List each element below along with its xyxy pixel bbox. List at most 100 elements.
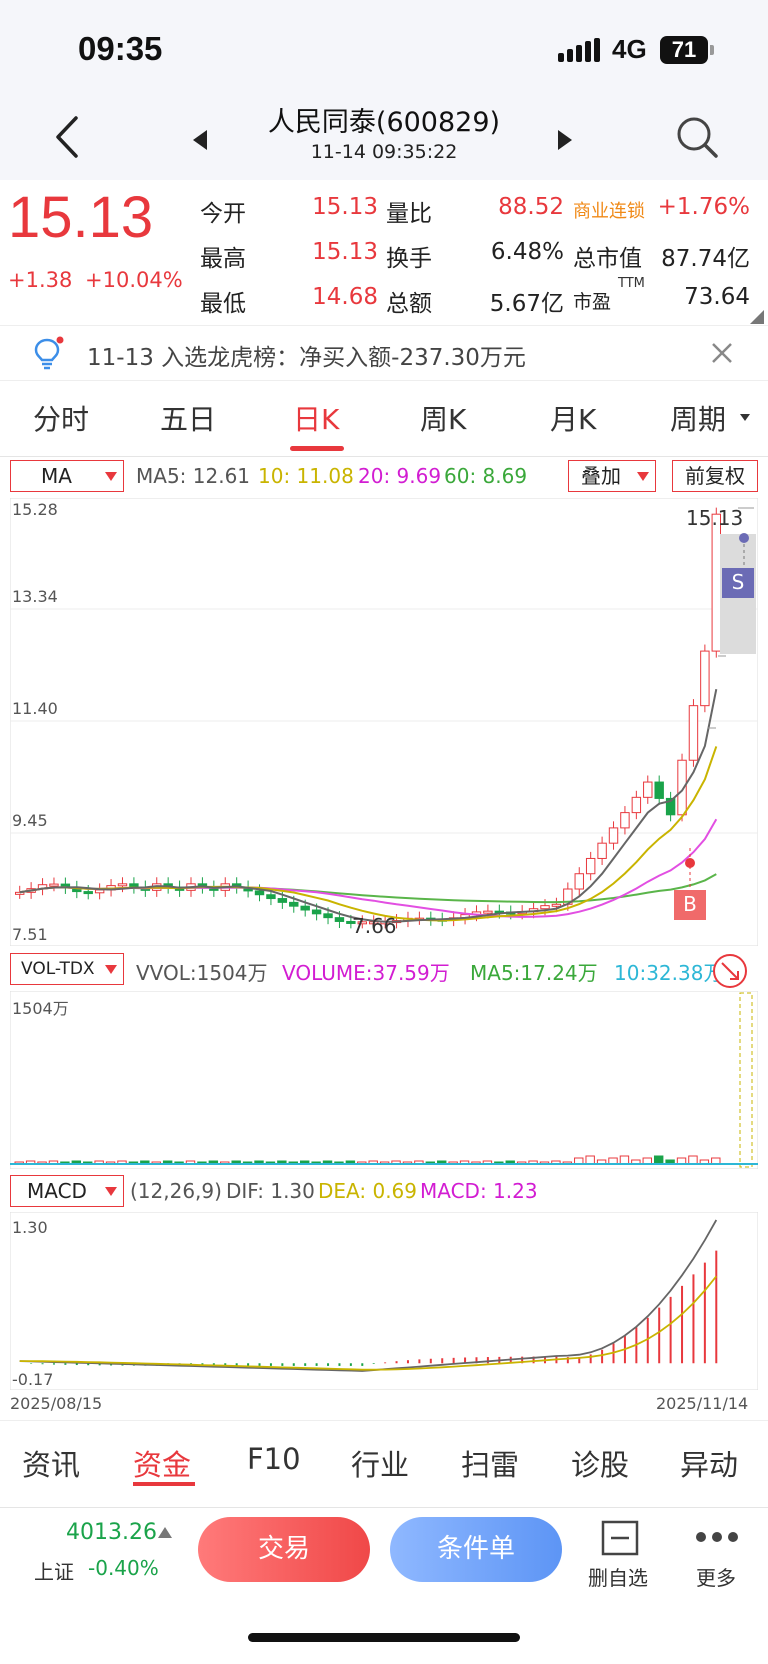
candle <box>254 890 265 896</box>
trade-button[interactable]: 交易 <box>198 1517 370 1582</box>
vvol-label: VVOL:1504万 <box>136 961 268 985</box>
tab-period[interactable]: 周期 <box>670 403 727 436</box>
ma5-label: MA5: 12.61 <box>136 464 251 488</box>
back-arrow-icon[interactable] <box>52 112 82 162</box>
active-tab-underline <box>133 1482 195 1486</box>
tab-monthly-k[interactable]: 月K <box>550 403 597 436</box>
macd-select-label: MACD <box>27 1179 87 1203</box>
market-cap-label: 总市值 <box>573 246 642 272</box>
tab-anomaly[interactable]: 异动 <box>680 1448 739 1482</box>
candle <box>300 905 310 911</box>
candle <box>665 797 676 816</box>
volume-ratio-value: 88.52 <box>498 194 564 220</box>
chevron-down-icon <box>105 472 117 481</box>
more-icon[interactable] <box>694 1530 740 1544</box>
stock-title: 人民同泰(600829) <box>267 107 501 138</box>
candle <box>700 650 710 707</box>
tab-intraday[interactable]: 分时 <box>33 403 90 436</box>
expand-corner-icon[interactable] <box>750 310 764 324</box>
tab-risk-scan[interactable]: 扫雷 <box>461 1448 520 1482</box>
ma10-label: 10: 11.08 <box>258 464 354 488</box>
candle <box>540 905 550 910</box>
search-icon[interactable] <box>674 114 720 160</box>
adjust-button[interactable]: 前复权 <box>672 460 758 492</box>
tab-industry[interactable]: 行业 <box>351 1448 410 1482</box>
kline-chart[interactable] <box>10 498 758 946</box>
candle <box>323 913 333 919</box>
price-change-amount: +1.38 <box>8 268 73 292</box>
index-value[interactable]: 4013.26 <box>66 1520 157 1545</box>
candle <box>334 917 345 922</box>
caret-up-icon <box>158 1527 172 1538</box>
candle <box>643 781 653 798</box>
amount-label: 总额 <box>386 291 432 317</box>
volume-chart[interactable] <box>10 991 758 1169</box>
network-type: 4G <box>612 34 647 64</box>
tab-daily-k[interactable]: 日K <box>293 403 340 436</box>
volume-bar <box>653 1155 664 1165</box>
sell-marker[interactable] <box>722 568 754 598</box>
tab-five-day[interactable]: 五日 <box>160 403 217 436</box>
volume-bar <box>585 1155 595 1165</box>
date-start: 2025/08/15 <box>10 1394 103 1413</box>
low-value: 14.68 <box>312 284 378 310</box>
candle <box>357 921 368 925</box>
remove-watchlist-icon[interactable] <box>601 1520 639 1556</box>
candle <box>49 883 59 887</box>
macd-select[interactable]: MACD <box>10 1175 124 1207</box>
remove-watchlist-label[interactable]: 删自选 <box>588 1566 648 1590</box>
buy-marker-label: B <box>683 892 697 916</box>
market-cap-value: 87.74亿 <box>661 246 750 272</box>
active-tab-underline <box>290 446 344 451</box>
candle <box>346 920 356 924</box>
kline-y-label: 11.40 <box>12 699 58 718</box>
tab-capital[interactable]: 资金 <box>133 1448 192 1482</box>
macd-chart[interactable] <box>10 1212 758 1390</box>
candle <box>574 873 584 890</box>
notice-text[interactable]: 11-13 入选龙虎榜：净买入额-237.30万元 <box>87 345 526 371</box>
chevron-down-icon <box>637 472 649 481</box>
ma-select[interactable]: MA <box>10 460 124 492</box>
tab-f10[interactable]: F10 <box>247 1442 301 1476</box>
period-dropdown-icon[interactable] <box>740 414 750 421</box>
battery-icon: 71 <box>660 36 708 64</box>
dea-label: DEA: 0.69 <box>318 1179 417 1203</box>
ma60-label: 60: 8.69 <box>444 464 528 488</box>
volume-label: VOLUME:37.59万 <box>282 961 450 985</box>
buy-marker[interactable] <box>674 890 706 920</box>
macd-y-bottom: -0.17 <box>12 1370 54 1389</box>
candle <box>277 898 288 903</box>
candle <box>711 513 721 652</box>
sector-label[interactable]: 商业连锁 <box>573 201 645 222</box>
turnover-label: 换手 <box>386 246 432 272</box>
candle <box>631 796 642 814</box>
next-stock-icon[interactable] <box>558 130 572 150</box>
prev-stock-icon[interactable] <box>193 130 207 150</box>
kline-y-label: 15.28 <box>12 500 58 519</box>
tab-weekly-k[interactable]: 周K <box>420 403 467 436</box>
condition-order-button[interactable]: 条件单 <box>390 1517 562 1582</box>
open-label: 今开 <box>200 201 246 227</box>
volume-select[interactable]: VOL-TDX <box>10 953 124 985</box>
candle <box>597 842 607 859</box>
tab-news[interactable]: 资讯 <box>22 1448 81 1482</box>
bulb-icon <box>34 336 64 370</box>
ma-select-label: MA <box>41 464 72 488</box>
nav-bar <box>0 92 768 180</box>
macd-params: (12,26,9) <box>130 1179 222 1203</box>
zoom-icon[interactable] <box>712 953 748 989</box>
sell-point <box>739 533 749 543</box>
macd-y-top: 1.30 <box>12 1218 48 1237</box>
date-end: 2025/11/14 <box>656 1394 749 1413</box>
close-icon[interactable] <box>710 341 734 365</box>
overlay-select-label: 叠加 <box>581 464 621 488</box>
notice-bar[interactable] <box>0 325 768 381</box>
vol-ma10-label: 10:32.38万 <box>614 961 720 985</box>
index-change: -0.40% <box>88 1556 159 1580</box>
more-label[interactable]: 更多 <box>696 1566 736 1590</box>
tab-diagnosis[interactable]: 诊股 <box>571 1448 630 1482</box>
last-price-label: 15.13 <box>686 506 744 530</box>
pe-value: 73.64 <box>684 284 750 310</box>
chevron-down-icon <box>105 1187 117 1196</box>
overlay-select[interactable]: 叠加 <box>568 460 656 492</box>
